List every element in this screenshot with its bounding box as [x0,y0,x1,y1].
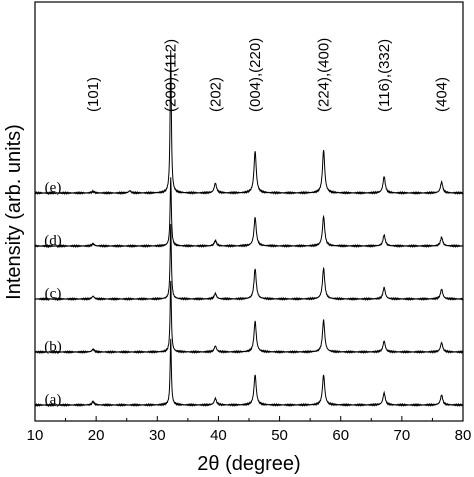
x-tick-label: 20 [88,427,105,444]
series-line-4 [34,49,464,196]
peak-label: (202) [207,77,224,112]
peak-label: (200),(112) [163,39,180,112]
x-tick-label: 40 [210,427,227,444]
peak-label: (101) [85,77,102,112]
series-line-1 [34,280,464,355]
sample-labels: (a) (b) (c) (d) (e) [44,180,62,408]
sample-label: (a) [45,392,62,408]
sample-label: (c) [45,286,62,302]
x-axis-ticks: 10 20 30 40 50 60 70 80 [27,416,472,444]
series-line-0 [34,338,464,408]
x-tick-label: 70 [394,427,411,444]
x-tick-label: 10 [27,427,44,444]
peak-label: (116),(332) [376,39,393,112]
x-tick-label: 50 [271,427,288,444]
x-axis-label: 2θ (degree) [197,453,300,475]
x-tick-label: 30 [149,427,166,444]
peak-label: (404) [434,77,451,112]
x-tick-label: 80 [455,427,472,444]
peak-label: (224),(400) [316,38,333,112]
x-tick-label: 60 [332,427,349,444]
sample-label: (d) [44,233,62,249]
sample-label: (e) [45,180,62,196]
sample-label: (b) [44,339,62,355]
peak-labels: (101) (200),(112) (202) (004),(220) (224),(4… [85,38,451,112]
series-line-3 [34,177,464,249]
y-axis-label: Intensity (arb. units) [3,124,25,300]
peak-label: (004),(220) [247,38,264,112]
series-line-2 [34,224,464,302]
series-lines [34,49,464,408]
